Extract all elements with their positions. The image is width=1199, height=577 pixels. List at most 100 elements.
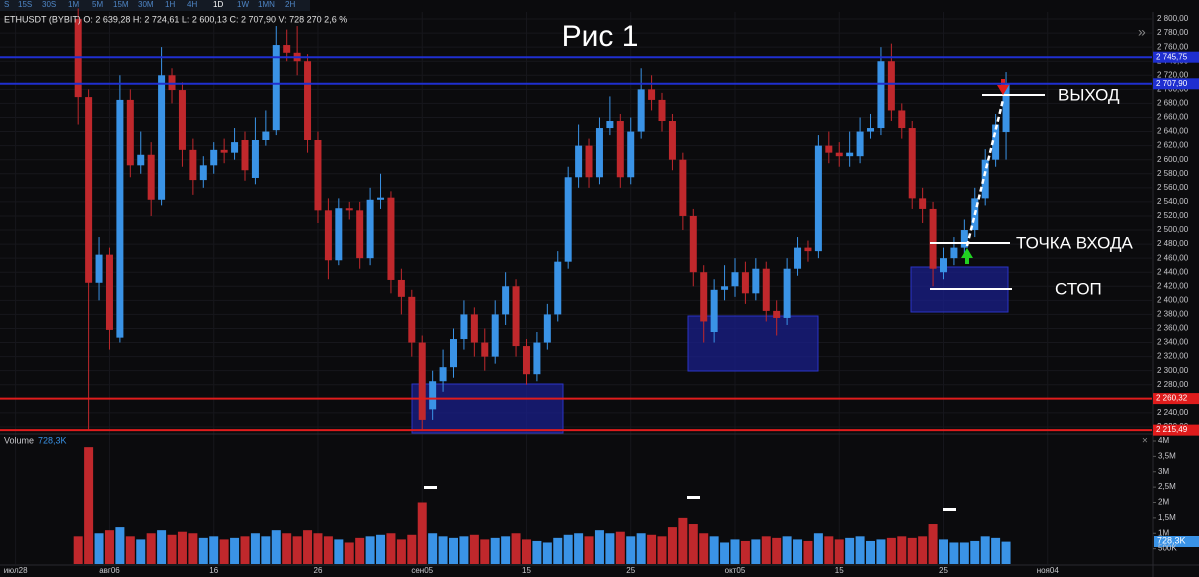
y-tick-label: 2 520,00 <box>1157 211 1189 220</box>
volume-bar <box>615 531 625 564</box>
timeframe-button[interactable]: S <box>4 0 9 9</box>
volume-bar <box>240 536 250 564</box>
volume-bar <box>417 502 427 564</box>
x-tick-label: сен05 <box>411 566 433 575</box>
candle-body <box>95 254 103 283</box>
x-tick-label: 26 <box>314 566 323 575</box>
volume-bar <box>886 537 896 564</box>
volume-bar <box>146 533 156 564</box>
volume-bar <box>553 537 563 564</box>
volume-bar <box>647 534 657 564</box>
candle-body <box>408 296 416 343</box>
x-tick-label: 25 <box>626 566 635 575</box>
timeframe-button[interactable]: 1H <box>165 0 175 9</box>
timeframe-button[interactable]: 4H <box>187 0 197 9</box>
volume-bar <box>542 542 552 564</box>
candle-body <box>867 128 875 132</box>
scroll-icon[interactable]: » <box>1138 24 1146 40</box>
y-tick-label: 2 800,00 <box>1157 14 1189 23</box>
zone <box>687 315 819 372</box>
candle-body <box>658 99 666 122</box>
candle-body <box>595 128 603 178</box>
volume-badge-label: 728,3K <box>1157 535 1186 545</box>
volume-bar <box>303 530 313 564</box>
volume-bar <box>761 536 771 564</box>
y-tick-label: 2 540,00 <box>1157 197 1189 206</box>
volume-bar <box>667 527 677 564</box>
timeframe-button[interactable]: 1W <box>237 0 249 9</box>
volume-bar <box>907 537 917 564</box>
volume-bar <box>188 533 198 564</box>
volume-bar <box>449 537 459 564</box>
timeframe-button[interactable]: 15S <box>18 0 32 9</box>
level-badge <box>1153 424 1199 436</box>
candle-body <box>710 289 718 333</box>
vol-tick-label: 1M <box>1158 528 1169 537</box>
x-tick-label: июл28 <box>4 566 28 575</box>
volume-badge <box>1154 536 1199 547</box>
vol-tick-label: 2,5M <box>1158 482 1176 491</box>
timeframe-button[interactable]: 1M <box>68 0 79 9</box>
candle-body <box>429 381 437 410</box>
y-tick-label: 2 280,00 <box>1157 380 1189 389</box>
volume-bar <box>501 536 511 564</box>
y-tick-label: 2 780,00 <box>1157 28 1189 37</box>
entry-arrow <box>961 248 973 264</box>
y-tick-label: 2 440,00 <box>1157 267 1189 276</box>
timeframe-button[interactable]: 1MN <box>258 0 275 9</box>
marker <box>687 496 700 499</box>
candle-body <box>929 208 937 269</box>
volume-bar <box>490 537 500 564</box>
timeframe-button[interactable]: 2H <box>285 0 295 9</box>
volume-bar <box>584 536 594 564</box>
volume-bar <box>803 540 813 564</box>
volume-bar <box>438 536 448 564</box>
y-tick-label: 2 360,00 <box>1157 324 1189 333</box>
y-tick-label: 2 460,00 <box>1157 253 1189 262</box>
candle-body <box>814 145 822 252</box>
candle-body <box>804 247 812 252</box>
volume-bar <box>355 537 365 564</box>
candle-body <box>502 286 510 315</box>
stop-label: СТОП <box>1055 279 1102 298</box>
candle-body <box>377 197 385 200</box>
volume-bar <box>344 542 354 564</box>
volume-bar <box>594 530 604 564</box>
x-tick-label: 15 <box>835 566 844 575</box>
volume-bar <box>396 539 406 564</box>
volume-bar <box>782 536 792 564</box>
y-tick-label: 2 620,00 <box>1157 141 1189 150</box>
candle-body <box>199 165 207 181</box>
level-badge <box>1153 393 1199 405</box>
entry-label: ТОЧКА ВХОДА <box>1016 233 1133 252</box>
candle-body <box>324 210 332 261</box>
candle-body <box>418 342 426 420</box>
level-label: 2 707,90 <box>1156 79 1188 88</box>
timeframe-button[interactable]: 15M <box>113 0 129 9</box>
y-tick-label: 2 660,00 <box>1157 113 1189 122</box>
timeframe-button[interactable]: 30S <box>42 0 56 9</box>
y-tick-label: 2 400,00 <box>1157 295 1189 304</box>
timeframe-button[interactable]: 30M <box>138 0 154 9</box>
volume-bar <box>918 536 928 564</box>
vol-tick-label: 1,5M <box>1158 513 1176 522</box>
volume-bar <box>271 530 281 564</box>
volume-bar <box>688 524 698 564</box>
candle-body <box>210 149 218 166</box>
close-panel[interactable]: × <box>1142 436 1148 447</box>
volume-bar <box>740 540 750 564</box>
candle-body <box>668 121 676 160</box>
timeframe-button[interactable]: 5M <box>92 0 103 9</box>
volume-bar <box>813 533 823 564</box>
candle-body <box>105 254 113 330</box>
volume-bar <box>793 539 803 564</box>
candle-body <box>126 99 134 166</box>
candle-body <box>908 128 916 199</box>
level-label: 2 215,49 <box>1156 425 1188 434</box>
vol-tick-label: 3,5M <box>1158 451 1176 460</box>
volume-bar <box>563 534 573 564</box>
volume-bar <box>84 447 94 564</box>
volume-bar <box>292 536 302 564</box>
timeframe-button[interactable]: 1D <box>213 0 223 9</box>
